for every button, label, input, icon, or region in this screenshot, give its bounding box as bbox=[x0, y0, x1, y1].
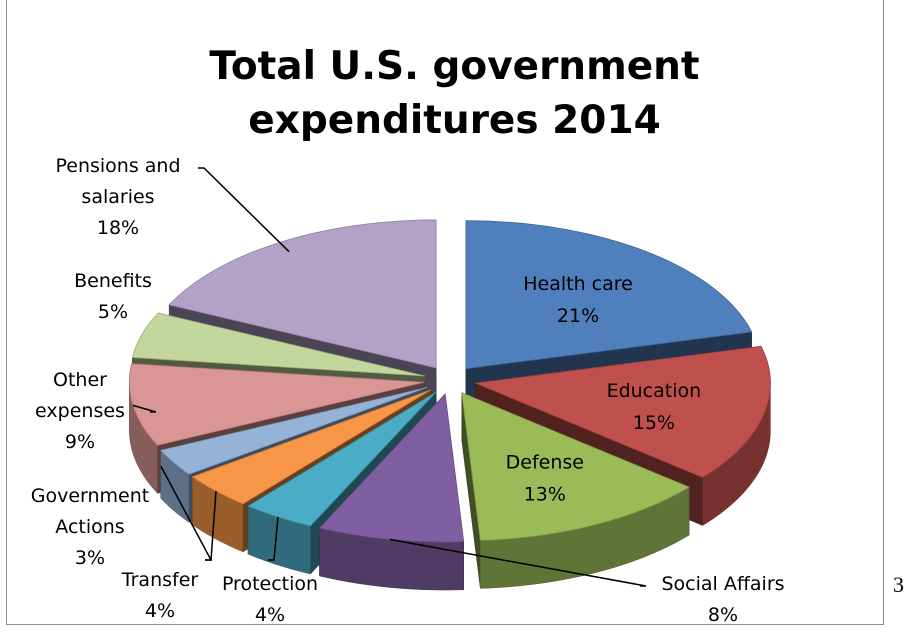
pie-labels: Health care 21% Education 15% Defense 13% Soci… bbox=[31, 155, 785, 626]
label-benefits: Benefits bbox=[74, 270, 152, 292]
value-defense: 13% bbox=[524, 484, 566, 506]
label-government-actions: Actions bbox=[55, 516, 124, 538]
slice-government-actions bbox=[159, 386, 428, 475]
label-pensions-and-salaries: Pensions and bbox=[55, 155, 180, 177]
leader-other-expenses bbox=[132, 404, 157, 413]
label-education: Education bbox=[607, 380, 702, 402]
slice-pensions-and-salaries bbox=[168, 219, 437, 369]
value-protection: 4% bbox=[255, 604, 285, 626]
value-transfer: 4% bbox=[145, 600, 175, 622]
value-education: 15% bbox=[633, 412, 675, 434]
page-number: 3 bbox=[893, 572, 904, 597]
value-other-expenses: 9% bbox=[65, 431, 95, 453]
value-government-actions: 3% bbox=[75, 547, 105, 569]
slice-protection bbox=[247, 391, 437, 527]
value-pensions-and-salaries: 18% bbox=[97, 217, 139, 239]
label-social-affairs: Social Affairs bbox=[661, 573, 784, 595]
label-other-expenses: expenses bbox=[35, 400, 125, 422]
value-social-affairs: 8% bbox=[708, 604, 738, 626]
label-health-care: Health care bbox=[523, 273, 633, 295]
slice-transfer bbox=[191, 389, 432, 505]
value-health-care: 21% bbox=[557, 305, 599, 327]
leader-pensions-and-salaries bbox=[198, 167, 290, 253]
label-other-expenses: Other bbox=[53, 369, 107, 391]
leader-protection bbox=[268, 516, 279, 561]
leader-government-actions bbox=[160, 466, 213, 561]
chart-title: Total U.S. government expenditures 2014 bbox=[209, 44, 700, 143]
slice-other-expenses bbox=[128, 363, 425, 446]
slice-defense bbox=[461, 392, 690, 541]
value-benefits: 5% bbox=[98, 301, 128, 323]
slice-benefits bbox=[131, 312, 426, 377]
leader-social-affairs bbox=[389, 538, 647, 587]
label-pensions-and-salaries: salaries bbox=[81, 186, 154, 208]
label-government-actions: Government bbox=[31, 485, 150, 507]
label-defense: Defense bbox=[506, 452, 584, 474]
pie-tops bbox=[128, 219, 771, 543]
label-transfer: Transfer bbox=[121, 569, 199, 591]
slice-education bbox=[473, 345, 771, 478]
label-protection: Protection bbox=[222, 573, 318, 595]
slice-health-care bbox=[465, 220, 753, 370]
